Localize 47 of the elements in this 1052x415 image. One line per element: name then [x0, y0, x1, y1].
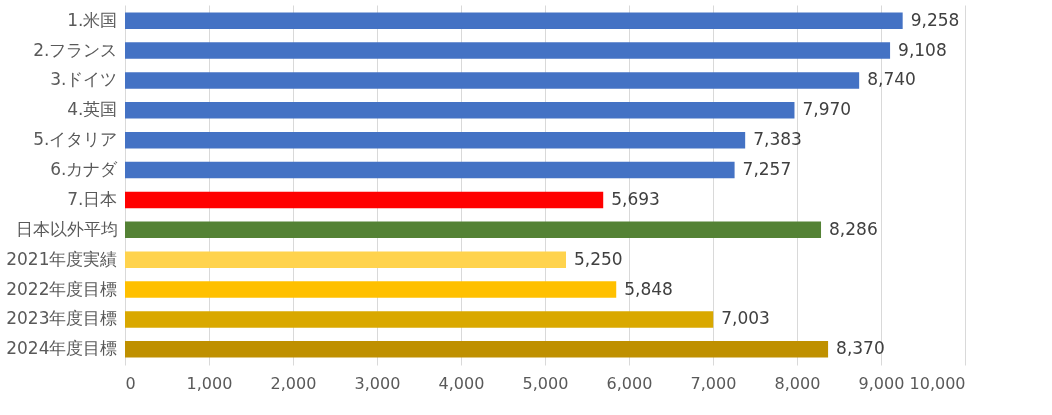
x-tick-label: 6,000	[606, 373, 653, 393]
bar	[125, 221, 822, 239]
x-tick-label: 4,000	[438, 373, 485, 393]
x-tick-label: 1,000	[186, 373, 233, 393]
data-label: 7,383	[753, 129, 802, 150]
y-tick-label: 2024年度目標	[6, 338, 118, 359]
y-tick-label: 4.英国	[67, 99, 118, 120]
y-tick-label: 1.米国	[67, 9, 118, 30]
y-tick-label: 2021年度実績	[6, 248, 118, 269]
x-tick-label: 2,000	[270, 373, 317, 393]
bar	[125, 102, 795, 119]
data-label: 7,257	[742, 159, 792, 180]
bar	[125, 281, 617, 298]
bar	[125, 341, 829, 358]
data-label: 9,258	[910, 9, 960, 30]
data-label: 7,003	[721, 308, 770, 329]
bar	[125, 191, 604, 209]
bar	[125, 72, 860, 89]
x-tick-label: 8,000	[774, 373, 821, 393]
y-tick-label: 7.日本	[67, 188, 118, 209]
x-tick-label: 3,000	[354, 373, 401, 393]
y-tick-label: 2023年度目標	[6, 308, 118, 329]
y-tick-label: 5.イタリア	[33, 129, 118, 150]
data-label: 8,286	[829, 218, 878, 239]
x-tick-label: 5,000	[522, 373, 569, 393]
y-tick-label: 3.ドイツ	[50, 69, 118, 90]
x-tick-label: 0	[125, 373, 136, 393]
data-label: 8,370	[836, 338, 885, 359]
data-label: 9,108	[898, 39, 947, 60]
bar	[125, 131, 746, 149]
bar	[125, 311, 714, 328]
y-tick-label: 2.フランス	[33, 39, 118, 60]
x-tick-label: 10,000	[909, 373, 966, 393]
y-tick-label: 日本以外平均	[15, 218, 118, 239]
y-tick-label: 6.カナダ	[50, 159, 119, 180]
bar	[125, 42, 891, 59]
y-tick-label: 2022年度目標	[6, 278, 118, 299]
data-label: 5,693	[611, 188, 660, 209]
data-label: 5,250	[574, 248, 623, 269]
x-tick-label: 7,000	[690, 373, 737, 393]
data-label: 5,848	[624, 278, 673, 299]
data-label: 8,740	[867, 69, 916, 90]
x-tick-label: 9,000	[858, 373, 905, 393]
bar	[125, 251, 566, 268]
bar	[125, 12, 903, 29]
data-label: 7,970	[802, 99, 852, 120]
bar	[125, 161, 735, 179]
